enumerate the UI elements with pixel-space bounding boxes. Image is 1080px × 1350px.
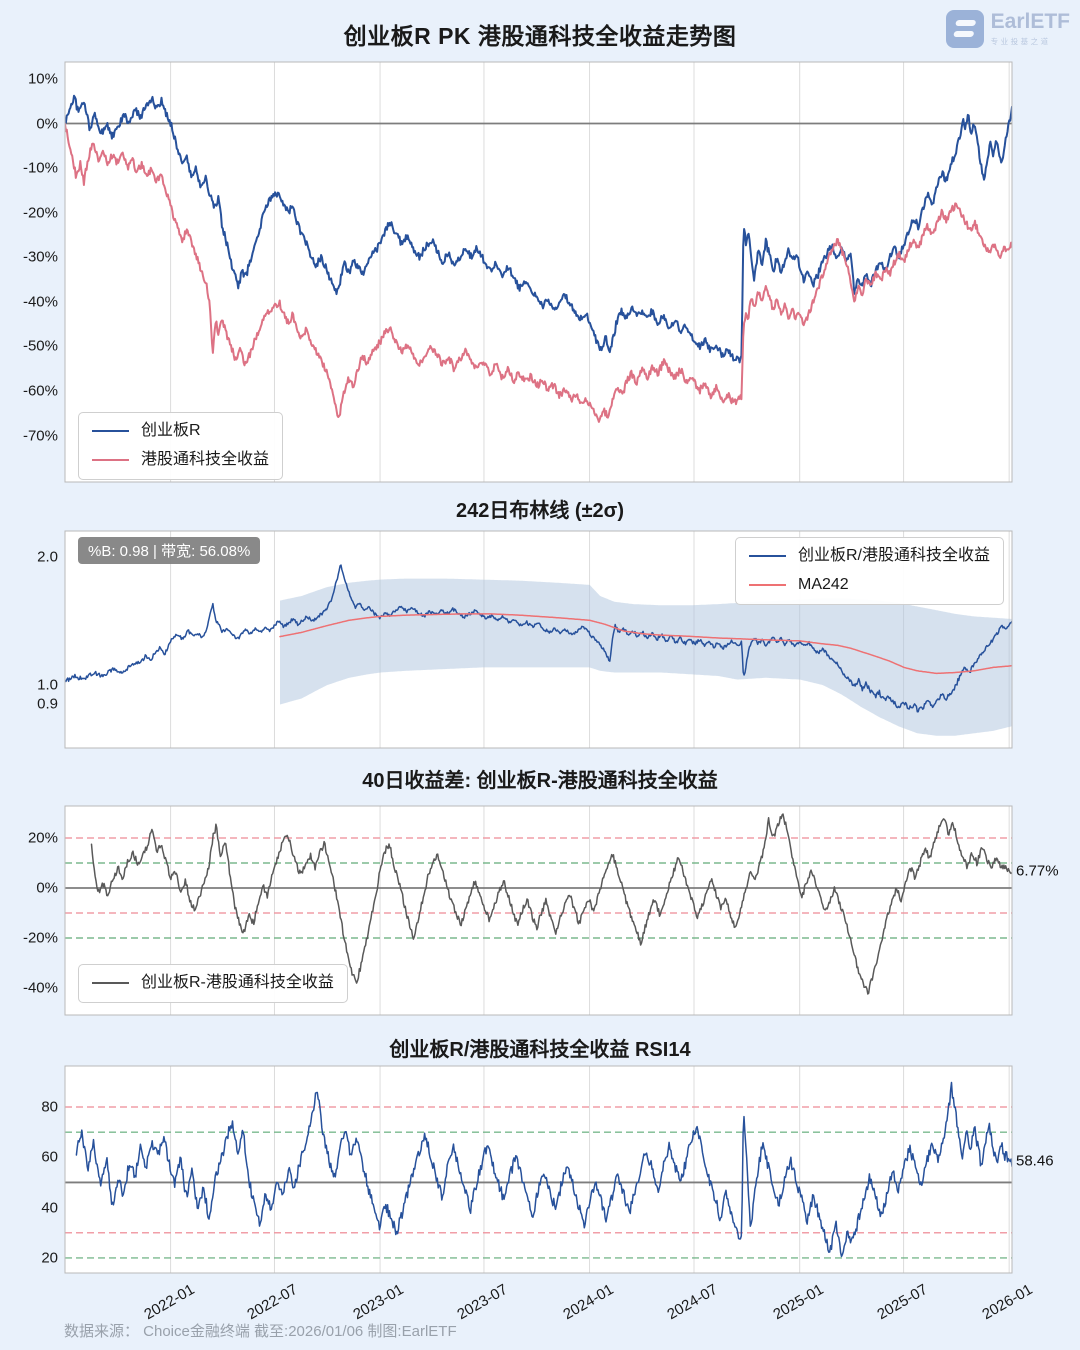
y-tick-label: 40 [41, 1199, 58, 1217]
legend-item: MA242 [749, 575, 990, 596]
series-group [65, 564, 1012, 736]
y-tick-label: 60 [41, 1148, 58, 1166]
subplot-title-rsi: 创业板R/港股通科技全收益 RSI14 [389, 1039, 691, 1061]
series-group [65, 94, 1012, 423]
data-source-note: 数据来源： Choice金融终端 截至:2026/01/06 制图:EarlET… [64, 1323, 457, 1340]
legend-line-sample [92, 430, 129, 433]
legend-item: 创业板R [92, 421, 269, 442]
y-tick-label: -60% [22, 382, 58, 400]
legend: 创业板R-港股通科技全收益 [78, 964, 348, 1003]
y-tick-label: 20% [27, 829, 58, 847]
legend-item: 港股通科技全收益 [92, 450, 269, 471]
series-line [90, 813, 1012, 995]
earletf-logo-subtext: 专业投基之道 [990, 36, 1051, 46]
series-line [65, 94, 1012, 364]
series-line [279, 613, 1012, 675]
bollinger-stats-badge: %B: 0.98 | 带宽: 56.08% [78, 537, 261, 564]
y-tick-label: 2.0 [37, 548, 58, 566]
y-tick-label: -40% [22, 979, 58, 997]
y-tick-label: 80 [41, 1098, 58, 1116]
legend-line-sample [92, 982, 129, 985]
y-tick-label: -10% [22, 159, 58, 177]
figure-title: 创业板R PK 港股通科技全收益走势图 [343, 23, 737, 49]
earletf-logo: EarlETF 专业投基之道 [945, 10, 1070, 48]
series-line [65, 122, 1012, 423]
plot-border [64, 530, 1013, 749]
earletf-logo-text: EarlETF [990, 10, 1070, 34]
plot-border [64, 61, 1013, 483]
series-line [75, 1081, 1012, 1258]
legend-line-sample [749, 555, 786, 558]
series-group [75, 1081, 1012, 1258]
subplot-title-return-spread: 40日收益差: 创业板R-港股通科技全收益 [362, 770, 718, 792]
y-tick-label: -50% [22, 337, 58, 355]
legend-label: MA242 [798, 575, 849, 593]
y-tick-label: -40% [22, 293, 58, 311]
legend-item: 创业板R-港股通科技全收益 [92, 973, 334, 994]
y-tick-label: 1.0 [37, 676, 58, 694]
y-tick-label: 0% [36, 115, 58, 133]
y-tick-label: 0% [36, 879, 58, 897]
legend-item: 创业板R/港股通科技全收益 [749, 546, 990, 567]
y-tick-label: 10% [27, 70, 58, 88]
legend-label: 创业板R/港股通科技全收益 [798, 547, 991, 564]
y-tick-label: 0.9 [37, 695, 58, 713]
legend: 创业板R/港股通科技全收益 MA242 [735, 537, 1005, 605]
legend: 创业板R 港股通科技全收益 [78, 412, 284, 480]
y-tick-label: -20% [22, 929, 58, 947]
legend-line-sample [92, 459, 129, 462]
y-tick-label: -20% [22, 204, 58, 222]
series-line [65, 564, 1012, 713]
legend-label: 创业板R [141, 422, 201, 439]
plot-border [64, 1065, 1013, 1274]
legend-label: 创业板R-港股通科技全收益 [141, 974, 334, 991]
subplot-title-bollinger: 242日布林线 (±2σ) [455, 500, 625, 522]
y-tick-label: -30% [22, 248, 58, 266]
spread-last-value-label: 6.77% [1016, 862, 1059, 880]
earletf-logo-icon [945, 10, 984, 48]
rsi-last-value-label: 58.46 [1016, 1152, 1054, 1170]
series-group [90, 813, 1012, 995]
plot-border [64, 805, 1013, 1016]
legend-label: 港股通科技全收益 [141, 450, 270, 468]
y-tick-label: 20 [41, 1249, 58, 1267]
plot-background [65, 1066, 1012, 1273]
y-tick-label: -70% [22, 427, 58, 445]
legend-line-sample [749, 584, 786, 587]
